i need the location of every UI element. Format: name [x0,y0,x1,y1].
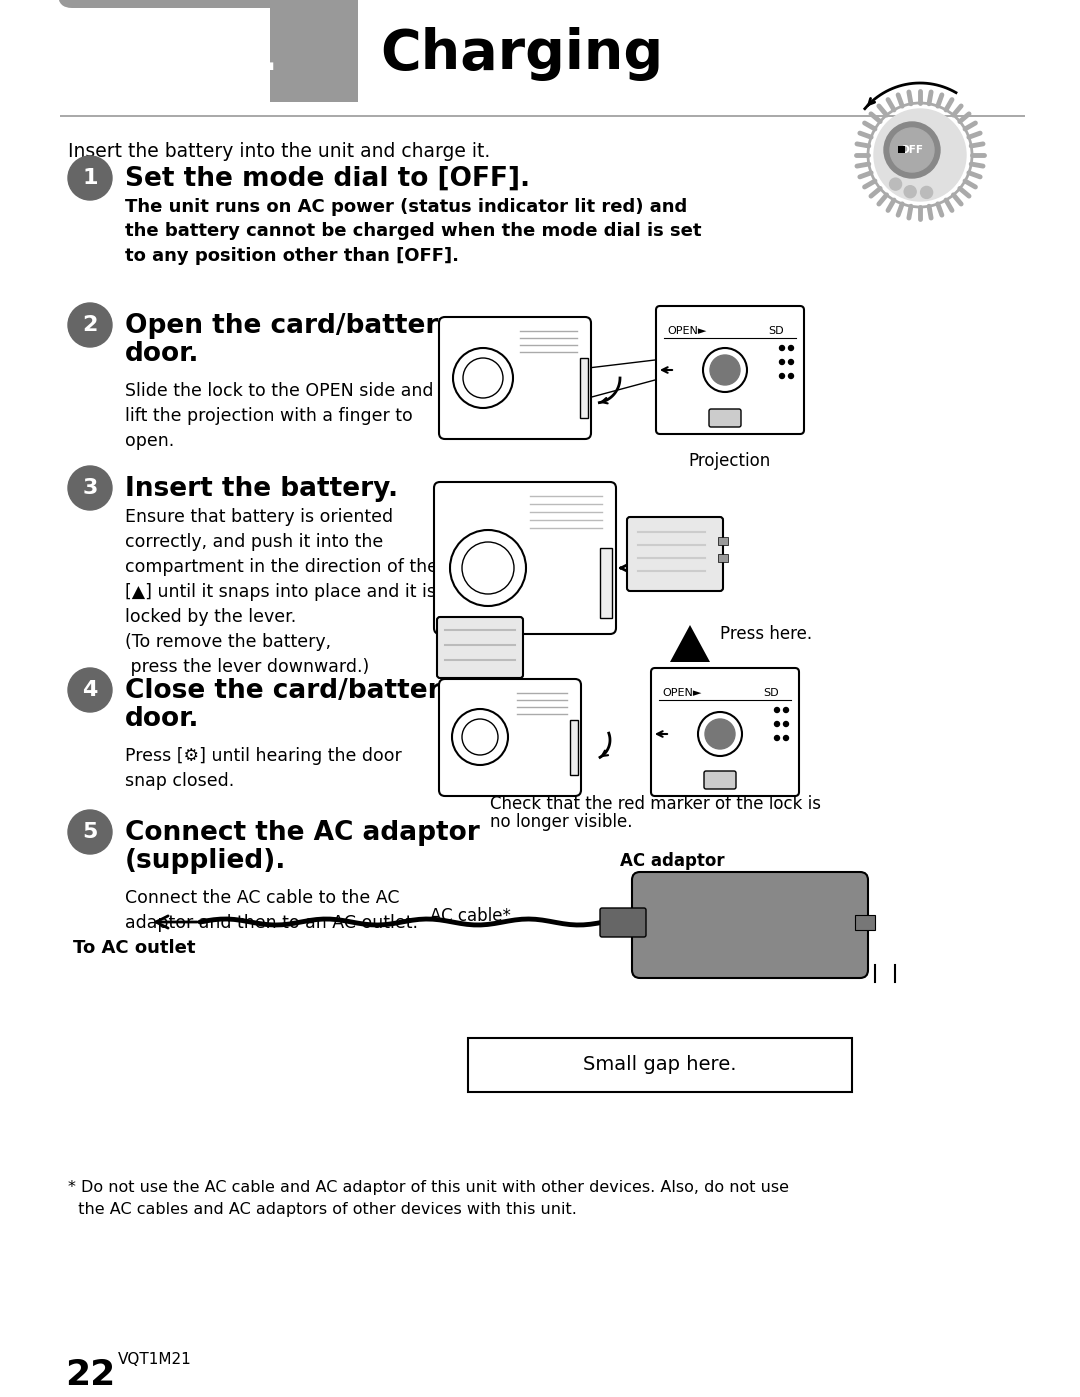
Bar [60,115,1025,117]
Circle shape [904,186,916,198]
Circle shape [710,355,740,386]
Circle shape [68,810,112,854]
Text: 22: 22 [65,1358,116,1391]
Circle shape [68,668,112,712]
Text: 5: 5 [82,821,97,842]
Bar [357,0,1062,8]
Text: Setup: Setup [89,47,148,66]
Text: OPEN►: OPEN► [662,687,701,698]
Text: 4: 4 [82,680,97,700]
Text: Open the card/battery: Open the card/battery [125,313,456,339]
Text: Slide the lock to the OPEN side and
lift the projection with a finger to
open.: Slide the lock to the OPEN side and lift… [125,381,433,450]
Circle shape [890,129,934,172]
Text: 2: 2 [82,314,97,335]
Text: SD: SD [762,687,779,698]
Text: 1: 1 [82,168,98,189]
Circle shape [788,373,794,379]
FancyBboxPatch shape [438,679,581,796]
Circle shape [780,373,784,379]
Text: Connect the AC adaptor: Connect the AC adaptor [125,820,480,847]
FancyBboxPatch shape [600,908,646,937]
Text: Connect the AC cable to the AC
adaptor and then to an AC outlet.: Connect the AC cable to the AC adaptor a… [125,888,418,932]
Bar [718,536,728,545]
Text: door.: door. [125,705,200,732]
Text: Press here.: Press here. [720,624,812,643]
Bar [897,147,905,154]
Circle shape [788,345,794,351]
Bar [718,555,728,562]
Text: Insert the battery.: Insert the battery. [125,476,399,502]
FancyBboxPatch shape [434,482,616,634]
FancyBboxPatch shape [656,306,804,434]
Text: 1: 1 [233,25,276,84]
Bar [270,0,357,102]
Text: OFF: OFF [901,145,923,155]
Circle shape [788,359,794,365]
Text: Press [⚙] until hearing the door
snap closed.: Press [⚙] until hearing the door snap cl… [125,747,402,789]
Text: Projection: Projection [689,453,771,469]
Text: Close the card/battery: Close the card/battery [125,678,458,704]
FancyBboxPatch shape [632,872,868,978]
Bar [580,358,588,418]
Circle shape [780,345,784,351]
Bar [570,719,578,775]
Bar [855,915,875,930]
Text: The unit runs on AC power (status indicator lit red) and
the battery cannot be c: The unit runs on AC power (status indica… [125,198,702,264]
Text: Charging: Charging [380,27,663,81]
Circle shape [705,719,735,749]
Text: * Do not use the AC cable and AC adaptor of this unit with other devices. Also, : * Do not use the AC cable and AC adaptor… [68,1180,789,1194]
Text: the AC cables and AC adaptors of other devices with this unit.: the AC cables and AC adaptors of other d… [68,1201,577,1217]
Text: Check that the red marker of the lock is: Check that the red marker of the lock is [490,795,821,813]
Text: AC cable*: AC cable* [430,907,511,925]
Text: 3: 3 [82,478,97,497]
Bar [600,548,612,617]
Circle shape [68,303,112,346]
Circle shape [780,359,784,365]
Text: Small gap here.: Small gap here. [583,1055,737,1074]
Circle shape [783,735,788,740]
FancyBboxPatch shape [437,617,523,678]
Text: (supplied).: (supplied). [125,848,286,875]
Circle shape [774,735,780,740]
Circle shape [874,109,966,201]
Polygon shape [670,624,710,662]
Text: To AC outlet: To AC outlet [73,939,195,957]
Circle shape [68,467,112,510]
Text: no longer visible.: no longer visible. [490,813,633,831]
Circle shape [774,721,780,726]
FancyBboxPatch shape [438,317,591,439]
Circle shape [890,177,902,190]
Text: Ensure that battery is oriented
correctly, and push it into the
compartment in t: Ensure that battery is oriented correctl… [125,509,438,676]
FancyBboxPatch shape [468,1038,852,1092]
Circle shape [783,707,788,712]
Text: Set the mode dial to [OFF].: Set the mode dial to [OFF]. [125,166,530,191]
FancyBboxPatch shape [651,668,799,796]
Text: VQT1M21: VQT1M21 [118,1352,192,1368]
FancyBboxPatch shape [708,409,741,427]
Circle shape [920,186,933,198]
FancyBboxPatch shape [704,771,735,789]
FancyBboxPatch shape [58,0,353,8]
Text: door.: door. [125,341,200,367]
Circle shape [783,721,788,726]
Text: Insert the battery into the unit and charge it.: Insert the battery into the unit and cha… [68,142,490,161]
Circle shape [774,707,780,712]
FancyBboxPatch shape [627,517,723,591]
Circle shape [885,122,940,177]
Circle shape [68,156,112,200]
Text: Lever: Lever [445,694,498,712]
Text: SD: SD [768,326,784,337]
Text: OPEN►: OPEN► [667,326,706,337]
Text: AC adaptor: AC adaptor [620,852,725,870]
